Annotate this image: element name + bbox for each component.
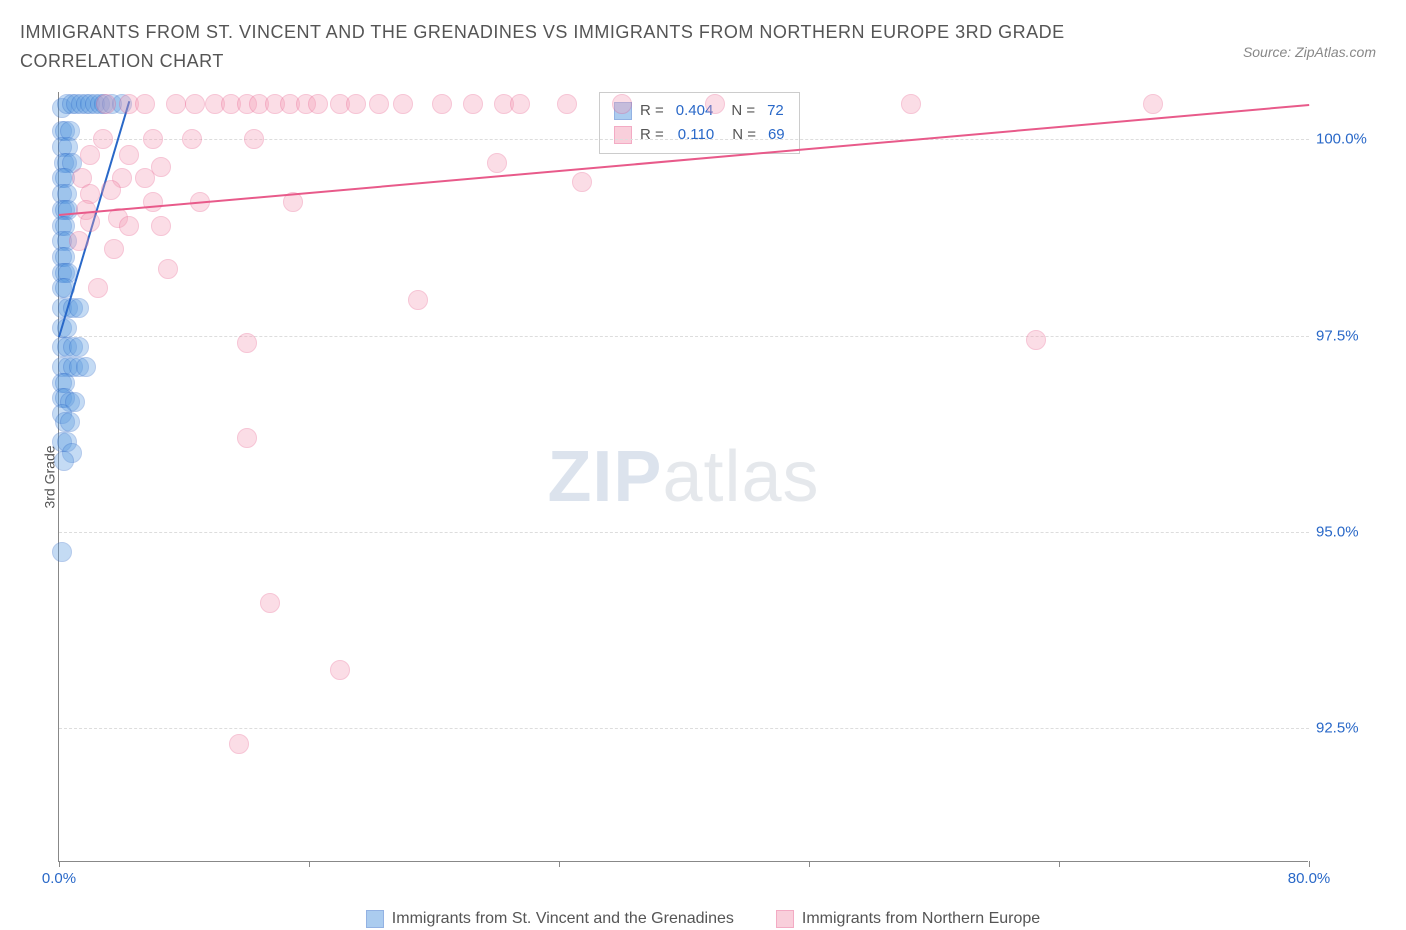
data-point [705, 94, 725, 114]
data-point [346, 94, 366, 114]
bottom-legend: Immigrants from St. Vincent and the Gren… [0, 910, 1406, 928]
gridline [59, 728, 1309, 729]
data-point [88, 278, 108, 298]
data-point [76, 357, 96, 377]
y-tick-label: 100.0% [1316, 131, 1376, 148]
data-point [408, 290, 428, 310]
x-tick-label: 0.0% [42, 870, 76, 887]
data-point [69, 231, 89, 251]
data-point [330, 660, 350, 680]
x-tick [809, 861, 810, 867]
data-point [237, 333, 257, 353]
data-point [182, 129, 202, 149]
data-point [557, 94, 577, 114]
legend-row-svg: R = 0.404 N = 72 [614, 99, 785, 123]
data-point [143, 129, 163, 149]
data-point [52, 542, 72, 562]
n-value-neur: 69 [768, 123, 785, 147]
source-label: Source: ZipAtlas.com [1243, 44, 1376, 60]
data-point [237, 428, 257, 448]
data-point [1143, 94, 1163, 114]
data-point [69, 337, 89, 357]
data-point [487, 153, 507, 173]
data-point [1026, 330, 1046, 350]
x-tick [59, 861, 60, 867]
data-point [432, 94, 452, 114]
data-point [158, 259, 178, 279]
data-point [69, 298, 89, 318]
y-tick-label: 95.0% [1316, 524, 1376, 541]
data-point [369, 94, 389, 114]
bottom-legend-neur: Immigrants from Northern Europe [776, 910, 1040, 928]
y-tick-label: 97.5% [1316, 327, 1376, 344]
data-point [185, 94, 205, 114]
r-value-neur: 0.110 [678, 123, 714, 147]
data-point [80, 212, 100, 232]
data-point [151, 216, 171, 236]
y-tick-label: 92.5% [1316, 720, 1376, 737]
n-label: N = [732, 123, 756, 147]
data-point [80, 145, 100, 165]
data-point [901, 94, 921, 114]
data-point [101, 180, 121, 200]
n-value-svg: 72 [767, 99, 784, 123]
data-point [510, 94, 530, 114]
data-point [612, 94, 632, 114]
legend-swatch-neur [614, 126, 632, 144]
r-label: R = [640, 123, 664, 147]
legend-swatch-svg [366, 910, 384, 928]
data-point [119, 145, 139, 165]
x-tick [1309, 861, 1310, 867]
series-label-svg: Immigrants from St. Vincent and the Gren… [392, 910, 734, 928]
data-point [463, 94, 483, 114]
data-point [60, 412, 80, 432]
series-label-neur: Immigrants from Northern Europe [802, 910, 1040, 928]
data-point [572, 172, 592, 192]
data-point [260, 593, 280, 613]
gridline [59, 532, 1309, 533]
r-label: R = [640, 99, 664, 123]
data-point [54, 451, 74, 471]
chart-title: IMMIGRANTS FROM ST. VINCENT AND THE GREN… [20, 18, 1140, 76]
data-point [244, 129, 264, 149]
data-point [308, 94, 328, 114]
data-point [119, 216, 139, 236]
n-label: N = [731, 99, 755, 123]
data-point [143, 192, 163, 212]
data-point [135, 94, 155, 114]
legend-swatch-neur [776, 910, 794, 928]
plot-region: ZIPatlas R = 0.404 N = 72 R = 0.110 N = … [58, 92, 1308, 862]
x-tick-label: 80.0% [1288, 870, 1331, 887]
x-tick [559, 861, 560, 867]
bottom-legend-svg: Immigrants from St. Vincent and the Gren… [366, 910, 734, 928]
x-tick [309, 861, 310, 867]
legend-row-neur: R = 0.110 N = 69 [614, 123, 785, 147]
data-point [229, 734, 249, 754]
data-point [96, 94, 116, 114]
data-point [393, 94, 413, 114]
x-tick [1059, 861, 1060, 867]
data-point [135, 168, 155, 188]
chart-area: 3rd Grade ZIPatlas R = 0.404 N = 72 R = … [58, 92, 1378, 862]
data-point [166, 94, 186, 114]
data-point [104, 239, 124, 259]
watermark: ZIPatlas [547, 436, 819, 518]
